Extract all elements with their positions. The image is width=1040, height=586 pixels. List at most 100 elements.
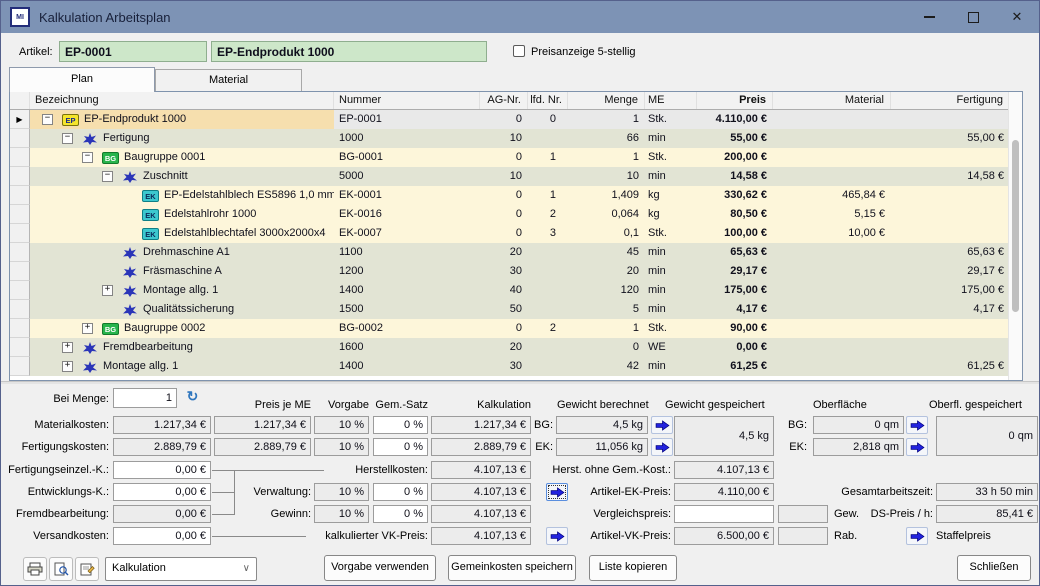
collapse-toggle-icon[interactable]: − — [82, 152, 93, 163]
cell-material — [773, 243, 891, 262]
cell-nummer: BG-0001 — [334, 148, 480, 167]
staffelpreis-button[interactable] — [906, 527, 928, 545]
table-row[interactable]: + Montage allg. 1 1400 40 120 min 175,00 €175,… — [10, 281, 1022, 300]
table-row[interactable]: EK Edelstahlrohr 1000 EK-0016 0 2 0,064 kg 80,5… — [10, 205, 1022, 224]
table-row[interactable]: ▶ − EP EP-Endprodukt 1000 EP-0001 0 0 1 Stk. 4.11… — [10, 110, 1022, 129]
expand-toggle-icon[interactable]: + — [62, 361, 73, 372]
table-row[interactable]: Fräsmaschine A 1200 30 20 min 29,17 €29,17 € — [10, 262, 1022, 281]
row-selector[interactable] — [10, 243, 30, 262]
artikel-number-field[interactable]: EP-0001 — [59, 41, 207, 62]
row-selector[interactable]: ▶ — [10, 110, 30, 129]
column-header-preis[interactable]: Preis — [697, 92, 773, 109]
table-row[interactable]: + BG Baugruppe 0002 BG-0002 0 2 1 Stk. 90,00 € — [10, 319, 1022, 338]
bei-menge-input[interactable]: 1 — [113, 388, 177, 408]
row-selector[interactable] — [10, 319, 30, 338]
cell-menge: 42 — [568, 357, 645, 376]
gewinn-gemsatz-input[interactable]: 0 % — [373, 505, 428, 523]
vergleichspreis-input[interactable] — [674, 505, 774, 523]
fertigungseinzel-input[interactable]: 0,00 € — [113, 461, 211, 479]
row-selector[interactable] — [10, 205, 30, 224]
cell-ag-nr: 50 — [480, 300, 528, 319]
column-header-menge[interactable]: Menge — [568, 92, 645, 109]
ek-icon: EK — [142, 227, 159, 240]
table-row[interactable]: Qualitätssicherung 1500 50 5 min 4,17 €4,17 € — [10, 300, 1022, 319]
transfer-ek-surface-button[interactable] — [906, 438, 928, 456]
row-selector[interactable] — [10, 129, 30, 148]
transfer-vk-price-button[interactable] — [546, 527, 568, 545]
kalkulierter-vk-preis-field: 4.107,13 € — [431, 527, 531, 545]
vorgabe-verwenden-button[interactable]: Vorgabe verwenden — [324, 555, 436, 581]
row-selector[interactable] — [10, 262, 30, 281]
tab-plan[interactable]: Plan — [9, 67, 155, 92]
transfer-bg-weight-button[interactable] — [651, 416, 673, 434]
row-selector[interactable] — [10, 357, 30, 376]
versandkosten-input[interactable]: 0,00 € — [113, 527, 211, 545]
table-row[interactable]: EK EP-Edelstahlblech ES5896 1,0 mm EK-0001… — [10, 186, 1022, 205]
row-selector[interactable] — [10, 186, 30, 205]
schliessen-button[interactable]: Schließen — [957, 555, 1031, 581]
oberflaeche-ek-label: EK: — [789, 441, 807, 453]
header-kalkulation: Kalkulation — [477, 399, 531, 411]
transfer-ek-weight-button[interactable] — [651, 438, 673, 456]
splitter[interactable] — [1, 381, 1039, 384]
entwicklungskosten-input[interactable]: 0,00 € — [113, 483, 211, 501]
fertigung-gemsatz-input[interactable]: 0 % — [373, 438, 428, 456]
cell-preis: 65,63 € — [697, 243, 773, 262]
print-preview-button[interactable] — [49, 557, 73, 581]
price-digits-checkbox[interactable] — [513, 45, 525, 57]
column-header-material[interactable]: Material — [773, 92, 891, 109]
row-selector[interactable] — [10, 148, 30, 167]
row-selector[interactable] — [10, 338, 30, 357]
cell-preis: 4.110,00 € — [697, 110, 773, 129]
collapse-toggle-icon[interactable]: − — [62, 133, 73, 144]
tab-material[interactable]: Material — [155, 69, 302, 92]
table-row[interactable]: − Fertigung 1000 10 66 min 55,00 €55,00 € — [10, 129, 1022, 148]
artikel-name-field[interactable]: EP-Endprodukt 1000 — [211, 41, 487, 62]
cell-me: Stk. — [645, 224, 697, 243]
table-row[interactable]: EK Edelstahlblechtafel 3000x2000x4 EK-0007… — [10, 224, 1022, 243]
view-dropdown[interactable]: Kalkulation ∨ — [105, 557, 257, 581]
fertigungseinzel-label: Fertigungseinzel.-K.: — [8, 464, 109, 476]
column-header-lfd-nr[interactable]: lfd. Nr. — [528, 92, 568, 109]
row-selector[interactable] — [10, 224, 30, 243]
cell-bezeichnung: − Zuschnitt — [30, 167, 334, 186]
cell-preis: 55,00 € — [697, 129, 773, 148]
scrollbar-thumb[interactable] — [1012, 140, 1019, 312]
recalculate-icon[interactable]: ↻ — [186, 388, 199, 404]
column-header-nummer[interactable]: Nummer — [334, 92, 480, 109]
table-row[interactable]: − BG Baugruppe 0001 BG-0001 0 1 1 Stk. 200,00 € — [10, 148, 1022, 167]
gemeinkosten-speichern-button[interactable]: Gemeinkosten speichern — [448, 555, 576, 581]
expand-toggle-icon[interactable]: + — [62, 342, 73, 353]
close-button[interactable]: ✕ — [995, 1, 1039, 33]
liste-kopieren-button[interactable]: Liste kopieren — [589, 555, 677, 581]
transfer-ek-price-button[interactable] — [546, 483, 568, 501]
transfer-bg-surface-button[interactable] — [906, 416, 928, 434]
column-header-fertigung[interactable]: Fertigung — [891, 92, 1009, 109]
row-selector[interactable] — [10, 167, 30, 186]
column-header-bezeichnung[interactable]: Bezeichnung — [30, 92, 334, 109]
vertical-scrollbar[interactable] — [1008, 92, 1022, 380]
notes-button[interactable] — [75, 557, 99, 581]
row-label: Montage allg. 1 — [103, 360, 179, 372]
cell-me: Stk. — [645, 110, 697, 129]
expand-toggle-icon[interactable]: + — [102, 285, 113, 296]
material-gemsatz-input[interactable]: 0 % — [373, 416, 428, 434]
row-selector[interactable] — [10, 281, 30, 300]
verwaltung-gemsatz-input[interactable]: 0 % — [373, 483, 428, 501]
maximize-button[interactable] — [951, 1, 995, 33]
minimize-button[interactable] — [907, 1, 951, 33]
table-row[interactable]: Drehmaschine A1 1100 20 45 min 65,63 €65,63 € — [10, 243, 1022, 262]
print-button[interactable] — [23, 557, 47, 581]
row-selector[interactable] — [10, 300, 30, 319]
bg-icon: BG — [102, 151, 119, 164]
cell-lfd-nr — [528, 300, 568, 319]
table-row[interactable]: + Fremdbearbeitung 1600 20 0 WE 0,00 € — [10, 338, 1022, 357]
table-row[interactable]: − Zuschnitt 5000 10 10 min 14,58 €14,58 € — [10, 167, 1022, 186]
collapse-toggle-icon[interactable]: − — [102, 171, 113, 182]
table-row[interactable]: + Montage allg. 1 1400 30 42 min 61,25 €61,25 … — [10, 357, 1022, 376]
column-header-me[interactable]: ME — [645, 92, 697, 109]
verwaltung-kalkulation-field: 4.107,13 € — [431, 483, 531, 501]
collapse-toggle-icon[interactable]: − — [42, 114, 53, 125]
expand-toggle-icon[interactable]: + — [82, 323, 93, 334]
column-header-ag-nr[interactable]: AG-Nr. — [480, 92, 528, 109]
